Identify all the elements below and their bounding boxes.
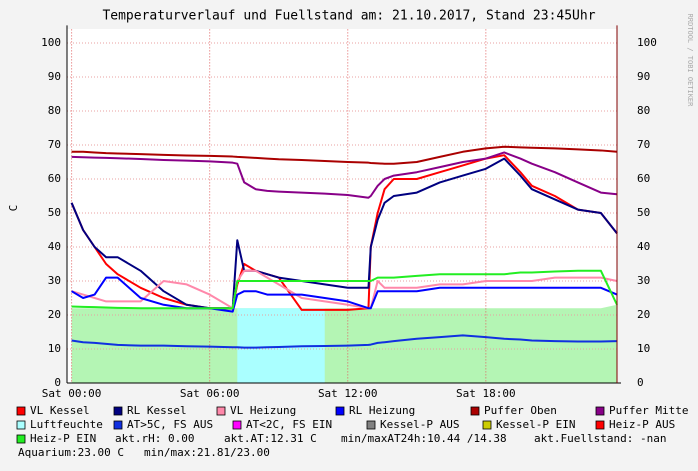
legend-label: Kessel-P AUS (380, 418, 459, 431)
x-tick-label: Sat 12:00 (318, 387, 378, 400)
note: akt.Fuellstand: -nan (534, 432, 666, 445)
y-tick-label: 30 (48, 274, 61, 287)
legend-swatch (595, 420, 605, 430)
legend-swatch (16, 420, 26, 430)
y-tick-label: 90 (48, 70, 61, 83)
x-tick-label: Sat 06:00 (180, 387, 240, 400)
legend-swatch (335, 406, 345, 416)
legend-label: VL Heizung (230, 404, 296, 417)
note: min/max:21.81/23.00 (144, 446, 270, 459)
legend-swatch (595, 406, 605, 416)
legend-swatch (216, 406, 226, 416)
y-tick-label: 90 (637, 70, 650, 83)
legend-swatch (113, 406, 123, 416)
legend-swatch (16, 434, 26, 444)
y-axis-label: C (7, 205, 20, 212)
line (71, 276, 618, 313)
x-tick-label: Sat 00:00 (42, 387, 102, 400)
legend-swatch (366, 420, 376, 430)
y-tick-label: 20 (637, 308, 650, 321)
y-tick-label: 100 (637, 36, 657, 49)
legend-swatch (113, 420, 123, 430)
y-tick-label: 20 (48, 308, 61, 321)
y-tick-label: 60 (48, 172, 61, 185)
legend-label: VL Kessel (30, 404, 90, 417)
y-tick-label: 30 (637, 274, 650, 287)
legend-label: Kessel-P EIN (496, 418, 575, 431)
y-tick-label: 50 (637, 206, 650, 219)
legend-label: RL Heizung (349, 404, 415, 417)
note: min/maxAT24h:10.44 /14.38 (341, 432, 507, 445)
area (71, 304, 617, 383)
y-tick-label: 70 (48, 138, 61, 151)
legend-label: Luftfeuchte (30, 418, 103, 431)
y-tick-label: 80 (637, 104, 650, 117)
area (237, 308, 325, 383)
legend-swatch (232, 420, 242, 430)
chart-title: Temperaturverlauf und Fuellstand am: 21.… (102, 9, 595, 24)
plot (67, 29, 618, 384)
y-tick-label: 80 (48, 104, 61, 117)
watermark: RRDTOOL / TOBI OETIKER (686, 14, 694, 108)
legend-swatch (470, 406, 480, 416)
line (71, 269, 618, 310)
y-tick-label: 100 (41, 36, 61, 49)
x-tick-label: Sat 18:00 (456, 387, 516, 400)
legend-label: Heiz-P EIN (30, 432, 96, 445)
y-tick-label: 0 (54, 376, 61, 389)
legend-label: Puffer Mitte (609, 404, 688, 417)
legend-label: Puffer Oben (484, 404, 557, 417)
y-tick-label: 10 (637, 342, 650, 355)
legend-swatch (482, 420, 492, 430)
legend-label: Heiz-P AUS (609, 418, 675, 431)
legend-label: RL Kessel (127, 404, 187, 417)
y-tick-label: 10 (48, 342, 61, 355)
line (71, 269, 618, 310)
line (70, 154, 618, 311)
legend-label: AT<2C, FS EIN (246, 418, 332, 431)
line (71, 145, 618, 165)
legend-label: AT>5C, FS AUS (127, 418, 213, 431)
note: akt.AT:12.31 C (224, 432, 317, 445)
y-tick-label: 70 (637, 138, 650, 151)
line (71, 334, 618, 349)
line (71, 151, 618, 199)
y-tick-label: 40 (637, 240, 650, 253)
line (70, 157, 618, 310)
legend-swatch (16, 406, 26, 416)
y-tick-label: 40 (48, 240, 61, 253)
y-tick-label: 50 (48, 206, 61, 219)
note: akt.rH: 0.00 (115, 432, 194, 445)
y-tick-label: 0 (637, 376, 644, 389)
y-tick-label: 60 (637, 172, 650, 185)
note: Aquarium:23.00 C (18, 446, 124, 459)
